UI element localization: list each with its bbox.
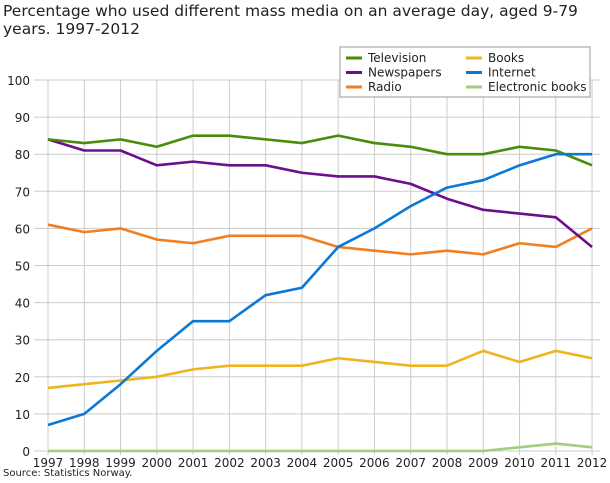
x-tick-label: 2009 bbox=[468, 456, 499, 470]
y-tick-label: 30 bbox=[15, 334, 30, 348]
legend-label: Electronic books bbox=[488, 80, 586, 94]
series-line-electronic-books bbox=[48, 442, 593, 453]
series-line-internet bbox=[47, 152, 593, 427]
y-tick-label: 70 bbox=[15, 185, 30, 199]
x-tick-label: 2011 bbox=[541, 456, 572, 470]
legend-label: Newspapers bbox=[368, 66, 442, 80]
y-tick-label: 40 bbox=[15, 297, 30, 311]
x-tick-label: 2005 bbox=[323, 456, 354, 470]
y-tick-label: 100 bbox=[7, 74, 30, 88]
legend-label: Books bbox=[488, 51, 524, 65]
x-tick-label: 1999 bbox=[105, 456, 136, 470]
y-tick-label: 10 bbox=[15, 408, 30, 422]
x-tick-label: 2000 bbox=[142, 456, 173, 470]
series-line-newspapers bbox=[47, 138, 593, 248]
y-tick-label: 50 bbox=[15, 260, 30, 274]
y-tick-label: 90 bbox=[15, 111, 30, 125]
legend-label: Internet bbox=[488, 66, 536, 80]
legend-label: Radio bbox=[368, 80, 402, 94]
legend-box bbox=[339, 46, 591, 98]
x-tick-label: 2002 bbox=[214, 456, 245, 470]
x-tick-label: 2006 bbox=[359, 456, 390, 470]
y-tick-label: 0 bbox=[22, 445, 30, 459]
x-tick-label: 1997 bbox=[33, 456, 64, 470]
x-tick-label: 2004 bbox=[287, 456, 318, 470]
x-tick-label: 2012 bbox=[577, 456, 608, 470]
series-line-television bbox=[47, 134, 593, 167]
y-tick-label: 60 bbox=[15, 222, 30, 236]
x-tick-label: 1998 bbox=[69, 456, 100, 470]
y-tick-label: 20 bbox=[15, 371, 30, 385]
legend-label: Television bbox=[367, 51, 426, 65]
y-tick-label: 80 bbox=[15, 148, 30, 162]
x-tick-label: 2007 bbox=[395, 456, 426, 470]
x-tick-label: 2008 bbox=[432, 456, 463, 470]
chart-title: Percentage who used different mass media… bbox=[3, 2, 578, 38]
series-line-radio bbox=[47, 223, 593, 256]
x-tick-label: 2003 bbox=[250, 456, 281, 470]
x-tick-label: 2010 bbox=[504, 456, 535, 470]
source-note: Source: Statistics Norway. bbox=[3, 468, 133, 479]
x-tick-label: 2001 bbox=[178, 456, 209, 470]
series-line-books bbox=[47, 349, 593, 390]
